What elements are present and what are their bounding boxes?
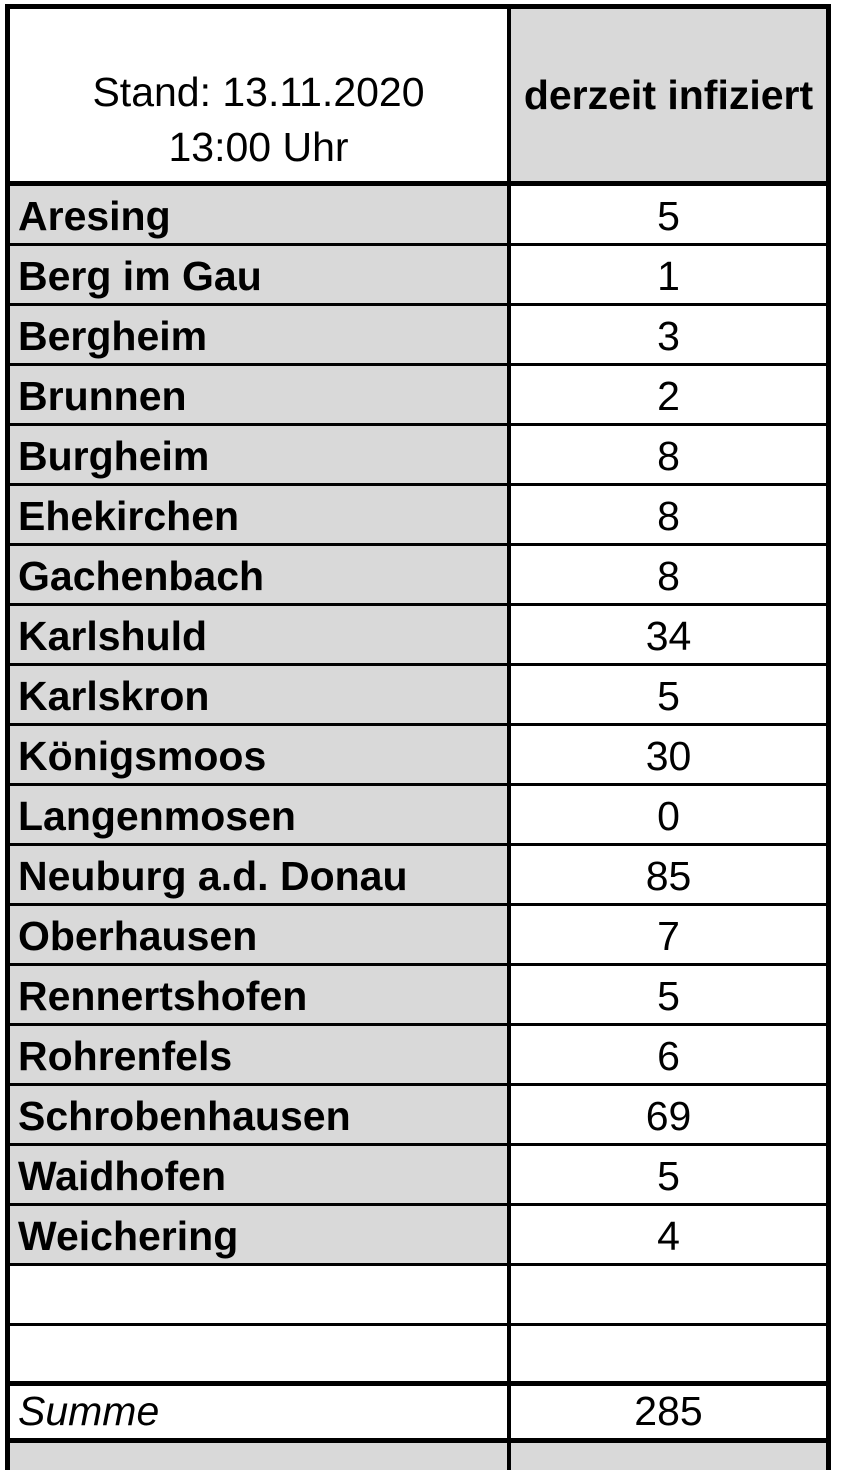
table-row: Karlskron 5 xyxy=(10,666,826,726)
municipality-name: Brunnen xyxy=(10,366,511,426)
stand-time-line: 13:00 Uhr xyxy=(168,124,349,170)
cutoff-value-cell xyxy=(511,1443,826,1470)
table-row: Karlshuld 34 xyxy=(10,606,826,666)
infected-header-cell: derzeit infiziert xyxy=(511,9,826,186)
municipality-name: Oberhausen xyxy=(10,906,511,966)
municipality-name: Karlshuld xyxy=(10,606,511,666)
infected-count: 5 xyxy=(511,666,826,726)
municipality-name: Ehekirchen xyxy=(10,486,511,546)
table-row: Königsmoos 30 xyxy=(10,726,826,786)
municipality-name: Waidhofen xyxy=(10,1146,511,1206)
table-row: Oberhausen 7 xyxy=(10,906,826,966)
table-row: Gachenbach 8 xyxy=(10,546,826,606)
municipality-name: Gachenbach xyxy=(10,546,511,606)
summary-row: Summe 285 xyxy=(10,1386,826,1443)
empty-row xyxy=(10,1266,826,1326)
table-row: Brunnen 2 xyxy=(10,366,826,426)
infected-count: 4 xyxy=(511,1206,826,1266)
empty-row xyxy=(10,1326,826,1386)
infected-count: 85 xyxy=(511,846,826,906)
infected-count: 8 xyxy=(511,426,826,486)
table-row: Rennertshofen 5 xyxy=(10,966,826,1026)
empty-name-cell xyxy=(10,1326,511,1386)
infected-count: 5 xyxy=(511,966,826,1026)
table-row: Langenmosen 0 xyxy=(10,786,826,846)
municipality-name: Karlskron xyxy=(10,666,511,726)
municipality-name: Burgheim xyxy=(10,426,511,486)
infected-count: 30 xyxy=(511,726,826,786)
stand-header-cell: Stand: 13.11.2020 13:00 Uhr xyxy=(10,9,511,186)
summary-total: 285 xyxy=(511,1386,826,1443)
cutoff-row xyxy=(10,1443,826,1470)
municipality-name: Schrobenhausen xyxy=(10,1086,511,1146)
infected-count: 2 xyxy=(511,366,826,426)
stand-date-line: Stand: 13.11.2020 xyxy=(92,69,425,115)
infected-count: 8 xyxy=(511,486,826,546)
municipality-name: Rennertshofen xyxy=(10,966,511,1026)
infected-count: 5 xyxy=(511,186,826,246)
table-row: Weichering 4 xyxy=(10,1206,826,1266)
municipality-name: Langenmosen xyxy=(10,786,511,846)
header-row: Stand: 13.11.2020 13:00 Uhr derzeit infi… xyxy=(10,9,826,186)
page: Stand: 13.11.2020 13:00 Uhr derzeit infi… xyxy=(5,4,831,1470)
table-row: Bergheim 3 xyxy=(10,306,826,366)
empty-value-cell xyxy=(511,1326,826,1386)
municipality-name: Bergheim xyxy=(10,306,511,366)
infected-count: 1 xyxy=(511,246,826,306)
table-row: Schrobenhausen 69 xyxy=(10,1086,826,1146)
municipality-name: Rohrenfels xyxy=(10,1026,511,1086)
cutoff-name-cell xyxy=(10,1443,511,1470)
infected-count: 5 xyxy=(511,1146,826,1206)
municipality-name: Neuburg a.d. Donau xyxy=(10,846,511,906)
infection-table: Stand: 13.11.2020 13:00 Uhr derzeit infi… xyxy=(5,4,831,1470)
municipality-name: Berg im Gau xyxy=(10,246,511,306)
infected-count: 6 xyxy=(511,1026,826,1086)
municipality-name: Aresing xyxy=(10,186,511,246)
summary-label: Summe xyxy=(10,1386,511,1443)
municipality-name: Weichering xyxy=(10,1206,511,1266)
table-row: Berg im Gau 1 xyxy=(10,246,826,306)
table-row: Aresing 5 xyxy=(10,186,826,246)
infected-count: 3 xyxy=(511,306,826,366)
infected-count: 8 xyxy=(511,546,826,606)
infected-count: 7 xyxy=(511,906,826,966)
empty-name-cell xyxy=(10,1266,511,1326)
empty-value-cell xyxy=(511,1266,826,1326)
table-row: Neuburg a.d. Donau 85 xyxy=(10,846,826,906)
infected-count: 69 xyxy=(511,1086,826,1146)
infected-count: 34 xyxy=(511,606,826,666)
table-row: Rohrenfels 6 xyxy=(10,1026,826,1086)
municipality-name: Königsmoos xyxy=(10,726,511,786)
table-row: Waidhofen 5 xyxy=(10,1146,826,1206)
infected-count: 0 xyxy=(511,786,826,846)
table-row: Ehekirchen 8 xyxy=(10,486,826,546)
table-row: Burgheim 8 xyxy=(10,426,826,486)
